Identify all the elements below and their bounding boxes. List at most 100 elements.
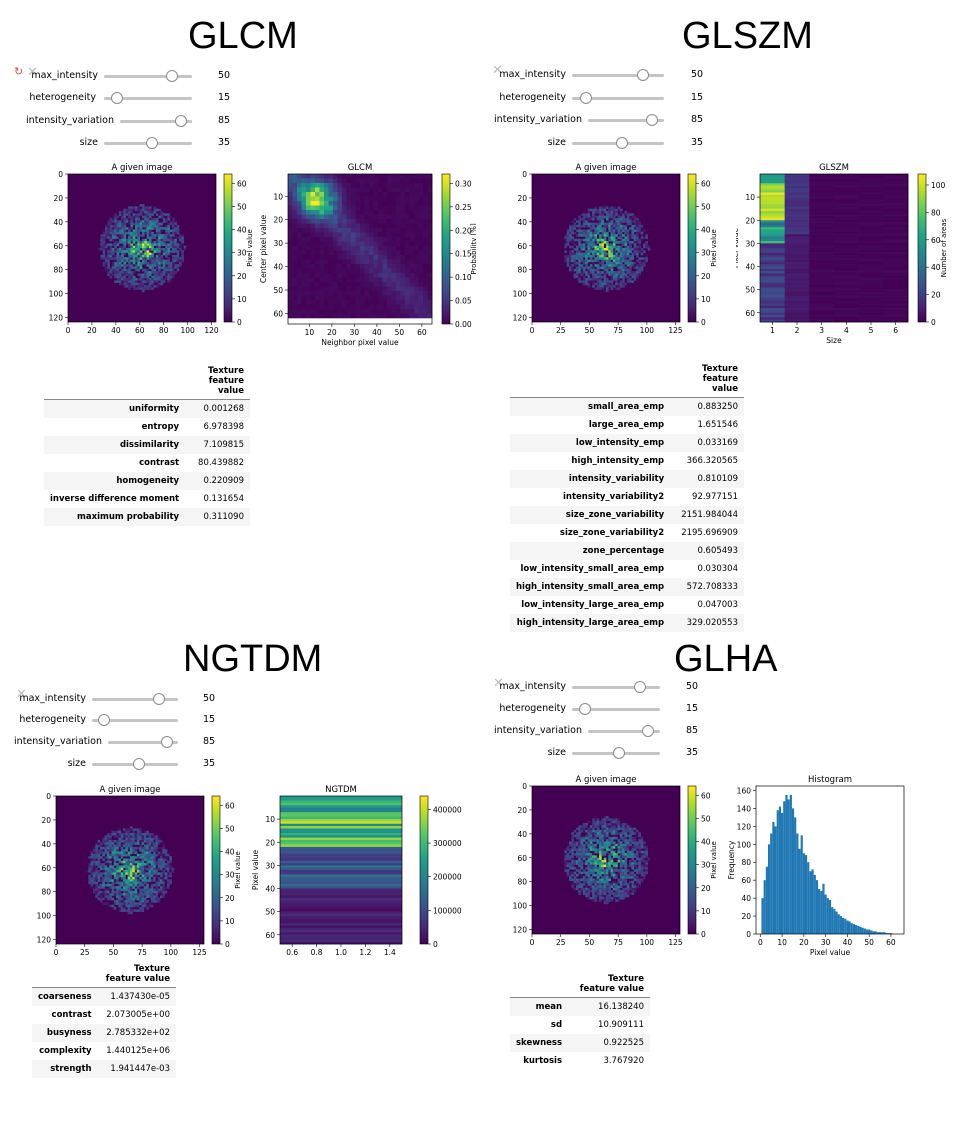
slider-thumb[interactable] bbox=[616, 137, 628, 149]
matrix-cell bbox=[423, 192, 428, 197]
matrix-cell bbox=[360, 309, 365, 314]
image-pixel bbox=[610, 245, 614, 249]
image-pixel bbox=[617, 213, 621, 216]
image-pixel bbox=[589, 227, 593, 230]
slider-track[interactable] bbox=[572, 686, 660, 689]
image-pixel bbox=[139, 241, 143, 244]
slider-track[interactable] bbox=[572, 708, 660, 711]
image-pixel bbox=[589, 252, 593, 256]
image-pixel bbox=[125, 849, 128, 852]
slider-thumb[interactable] bbox=[153, 693, 165, 705]
image-pixel bbox=[575, 850, 579, 854]
close-icon[interactable]: ✕ bbox=[16, 687, 27, 702]
slider-thumb[interactable] bbox=[146, 137, 158, 149]
slider-thumb[interactable] bbox=[613, 747, 625, 759]
matrix-cell bbox=[427, 219, 433, 224]
slider-thumb[interactable] bbox=[111, 92, 123, 104]
image-pixel bbox=[615, 224, 618, 228]
matrix-cell bbox=[346, 223, 352, 229]
image-pixel bbox=[599, 862, 602, 865]
slider-track[interactable] bbox=[588, 730, 660, 733]
image-pixel bbox=[165, 234, 168, 237]
image-pixel bbox=[596, 871, 600, 875]
slider-track[interactable] bbox=[588, 119, 664, 122]
slider-thumb[interactable] bbox=[646, 114, 658, 126]
slider-track[interactable] bbox=[108, 741, 178, 744]
image-pixel bbox=[624, 261, 628, 265]
image-pixel bbox=[130, 828, 133, 831]
image-pixel bbox=[139, 828, 142, 831]
close-icon[interactable]: ✕ bbox=[493, 676, 504, 691]
image-pixel bbox=[569, 231, 572, 235]
slider-track[interactable] bbox=[104, 75, 192, 78]
slider-thumb[interactable] bbox=[175, 115, 187, 127]
matrix-cell bbox=[784, 294, 810, 297]
x-tick-label: 75 bbox=[613, 326, 623, 335]
matrix-cell bbox=[427, 210, 433, 215]
image-pixel bbox=[125, 893, 128, 896]
image-pixel bbox=[157, 853, 161, 857]
matrix-cell bbox=[373, 192, 379, 197]
slider-track[interactable] bbox=[572, 74, 664, 77]
image-pixel bbox=[592, 250, 595, 253]
slider-thumb[interactable] bbox=[634, 681, 646, 693]
image-pixel bbox=[118, 234, 122, 237]
matrix-cell bbox=[809, 208, 835, 212]
matrix-row bbox=[280, 900, 402, 903]
image-pixel bbox=[135, 213, 138, 216]
image-pixel bbox=[130, 879, 133, 882]
image-pixel bbox=[169, 865, 172, 868]
matrix-cell bbox=[391, 237, 397, 242]
image-pixel bbox=[592, 894, 595, 898]
image-pixel bbox=[142, 231, 145, 235]
matrix-cell bbox=[809, 319, 835, 323]
matrix-cell bbox=[834, 241, 859, 244]
slider-thumb[interactable] bbox=[166, 70, 178, 82]
matrix-cell bbox=[288, 223, 293, 229]
image-pixel bbox=[587, 820, 591, 824]
close-icon[interactable]: ✕ bbox=[492, 63, 503, 78]
slider-track[interactable] bbox=[92, 698, 178, 701]
matrix-cell bbox=[319, 201, 325, 206]
colorbar bbox=[223, 173, 233, 323]
image-pixel bbox=[135, 231, 138, 235]
close-icon[interactable]: ✕ bbox=[27, 65, 38, 80]
image-pixel bbox=[139, 907, 142, 910]
slider-thumb[interactable] bbox=[580, 92, 592, 104]
slider-thumb[interactable] bbox=[161, 736, 173, 748]
slider-track[interactable] bbox=[572, 97, 664, 100]
slider-thumb[interactable] bbox=[98, 714, 110, 726]
image-pixel bbox=[146, 881, 149, 885]
image-pixel bbox=[615, 238, 618, 242]
image-pixel bbox=[578, 857, 581, 861]
slider-thumb[interactable] bbox=[133, 758, 145, 770]
matrix-cell bbox=[809, 250, 835, 253]
image-pixel bbox=[582, 880, 586, 884]
slider-track[interactable] bbox=[92, 719, 178, 722]
image-pixel bbox=[139, 287, 143, 290]
matrix-row bbox=[280, 814, 402, 818]
image-pixel bbox=[176, 224, 180, 228]
refresh-icon[interactable]: ↻ bbox=[14, 65, 24, 78]
image-pixel bbox=[160, 257, 164, 260]
slider-track[interactable] bbox=[104, 97, 192, 100]
matrix-cell bbox=[310, 174, 316, 179]
image-pixel bbox=[626, 248, 630, 251]
slider-thumb[interactable] bbox=[642, 725, 654, 737]
image-pixel bbox=[619, 271, 623, 274]
image-pixel bbox=[162, 879, 165, 882]
slider-thumb[interactable] bbox=[579, 703, 591, 715]
image-pixel bbox=[128, 261, 131, 265]
feature-value: 0.883250 bbox=[670, 397, 744, 416]
slider-track[interactable] bbox=[120, 120, 192, 123]
slider-thumb[interactable] bbox=[637, 69, 649, 81]
image-pixel bbox=[162, 273, 166, 277]
image-pixel bbox=[132, 846, 135, 850]
image-pixel bbox=[111, 264, 115, 267]
image-pixel bbox=[116, 243, 120, 246]
image-pixel bbox=[165, 254, 168, 258]
matrix-cell bbox=[364, 232, 370, 238]
matrix-cell bbox=[858, 190, 884, 193]
feature-value: 329.020553 bbox=[670, 614, 744, 632]
image-pixel bbox=[603, 823, 607, 826]
